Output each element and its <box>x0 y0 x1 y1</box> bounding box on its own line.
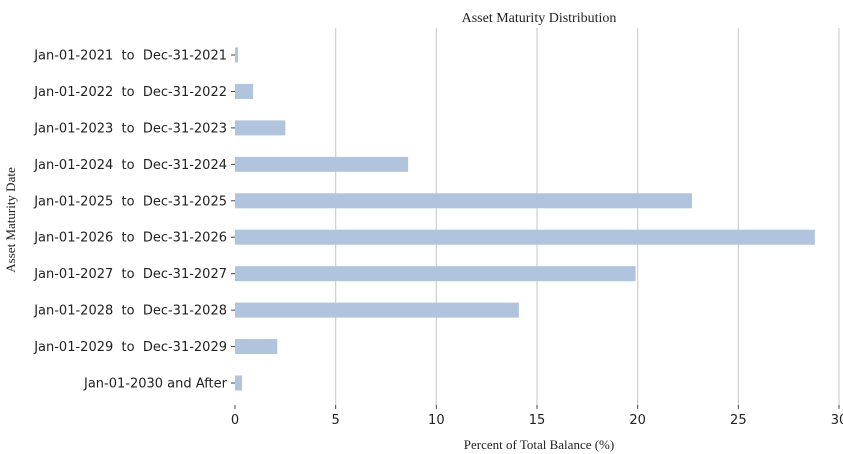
bar <box>235 339 278 355</box>
chart-title: Asset Maturity Distribution <box>462 11 617 26</box>
x-tick-label: 30 <box>831 413 843 428</box>
bar <box>235 375 243 391</box>
y-tick-label: Jan-01-2028 to Dec-31-2028 <box>33 304 227 319</box>
x-tick-label: 0 <box>231 413 239 428</box>
x-tick-label: 15 <box>529 413 546 428</box>
bar <box>235 47 239 63</box>
y-tick-label: Jan-01-2021 to Dec-31-2021 <box>33 49 227 64</box>
x-axis-label: Percent of Total Balance (%) <box>464 437 614 452</box>
bar <box>235 83 254 99</box>
y-tick-label: Jan-01-2025 to Dec-31-2025 <box>33 194 227 209</box>
x-tick-layer: 0 5 10 15 20 25 30 <box>231 405 843 428</box>
y-tick-label: Jan-01-2023 to Dec-31-2023 <box>33 121 227 136</box>
y-tick-label: Jan-01-2027 to Dec-31-2027 <box>33 267 227 282</box>
bar <box>235 302 519 318</box>
bar <box>235 266 636 282</box>
y-tick-label: Jan-01-2022 to Dec-31-2022 <box>33 85 227 100</box>
bar <box>235 229 815 245</box>
y-tick-layer: Jan-01-2021 to Dec-31-2021 Jan-01-2022 to… <box>33 49 235 392</box>
x-tick-label: 25 <box>730 413 747 428</box>
grid-layer <box>335 28 840 405</box>
bar <box>235 193 693 209</box>
y-tick-label: Jan-01-2029 to Dec-31-2029 <box>33 340 227 355</box>
bar-layer <box>235 47 815 391</box>
y-tick-label: Jan-01-2024 to Dec-31-2024 <box>33 158 227 173</box>
x-tick-label: 20 <box>629 413 646 428</box>
x-tick-label: 10 <box>428 413 445 428</box>
y-tick-label: Jan-01-2026 to Dec-31-2026 <box>33 231 227 246</box>
bar <box>235 156 409 172</box>
y-axis-label: Asset Maturity Date <box>3 167 18 273</box>
bar <box>235 120 286 136</box>
y-tick-label: Jan-01-2030 and After <box>83 377 228 392</box>
x-tick-label: 5 <box>332 413 340 428</box>
